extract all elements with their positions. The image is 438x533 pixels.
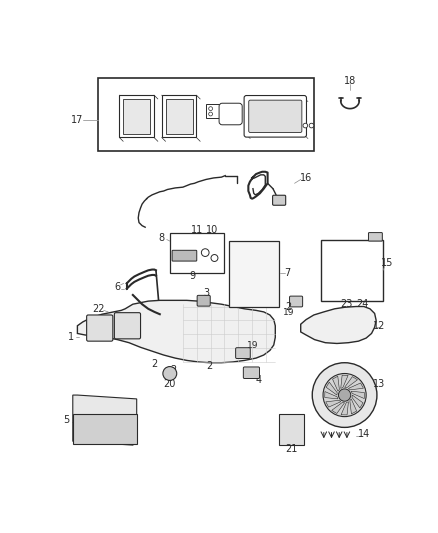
Text: 12: 12	[373, 321, 385, 331]
Circle shape	[323, 374, 366, 417]
Text: 16: 16	[300, 173, 312, 183]
Polygon shape	[341, 402, 349, 415]
Polygon shape	[73, 395, 137, 445]
Circle shape	[163, 367, 177, 381]
Bar	[321, 239, 383, 301]
Polygon shape	[349, 383, 364, 390]
Text: 7: 7	[284, 269, 290, 278]
Polygon shape	[332, 376, 339, 391]
Text: 9: 9	[190, 271, 196, 281]
FancyBboxPatch shape	[114, 313, 141, 339]
Circle shape	[208, 107, 212, 110]
Text: 5: 5	[64, 415, 70, 425]
Polygon shape	[326, 400, 341, 407]
Text: 15: 15	[381, 257, 393, 268]
Text: 23: 23	[341, 299, 353, 309]
Text: 3: 3	[204, 288, 210, 298]
Bar	[170, 233, 224, 273]
FancyBboxPatch shape	[244, 95, 307, 137]
FancyBboxPatch shape	[172, 251, 197, 261]
FancyBboxPatch shape	[236, 348, 250, 359]
PathPatch shape	[301, 306, 376, 343]
Bar	[166, 99, 193, 134]
Polygon shape	[332, 402, 345, 414]
Bar	[123, 99, 150, 134]
Circle shape	[303, 123, 307, 128]
Circle shape	[339, 389, 351, 401]
Circle shape	[208, 112, 212, 116]
Text: 19: 19	[247, 341, 259, 350]
Text: 19: 19	[283, 308, 294, 317]
Text: 24: 24	[356, 299, 368, 309]
Text: 2: 2	[207, 361, 213, 371]
Text: 11: 11	[191, 224, 203, 235]
Text: 2: 2	[285, 302, 292, 312]
Polygon shape	[326, 382, 337, 395]
Text: 20: 20	[164, 378, 176, 389]
Text: 18: 18	[344, 76, 356, 86]
Text: 2: 2	[170, 366, 176, 375]
Bar	[206, 104, 220, 118]
Text: 21: 21	[285, 444, 298, 454]
Bar	[73, 414, 137, 443]
Polygon shape	[325, 392, 338, 399]
Text: 6: 6	[114, 282, 120, 292]
Bar	[98, 78, 314, 151]
Text: 10: 10	[206, 224, 218, 235]
Bar	[229, 241, 279, 306]
Circle shape	[312, 363, 377, 427]
Text: 14: 14	[358, 429, 370, 439]
Text: 1: 1	[68, 332, 74, 342]
PathPatch shape	[78, 301, 276, 363]
Polygon shape	[350, 399, 357, 414]
FancyBboxPatch shape	[244, 367, 259, 378]
Bar	[162, 95, 196, 138]
Polygon shape	[351, 391, 364, 399]
Polygon shape	[352, 395, 363, 408]
FancyBboxPatch shape	[197, 295, 210, 306]
FancyBboxPatch shape	[272, 195, 286, 205]
Polygon shape	[341, 375, 348, 389]
FancyBboxPatch shape	[219, 103, 242, 125]
Text: 8: 8	[158, 233, 164, 243]
Bar	[279, 414, 304, 445]
Circle shape	[211, 255, 218, 262]
Polygon shape	[345, 377, 357, 387]
Circle shape	[201, 249, 209, 256]
Text: 4: 4	[255, 375, 261, 385]
FancyBboxPatch shape	[249, 100, 302, 133]
FancyBboxPatch shape	[87, 315, 113, 341]
Bar	[120, 95, 154, 138]
Text: 17: 17	[71, 115, 84, 125]
FancyBboxPatch shape	[368, 232, 382, 241]
FancyBboxPatch shape	[290, 296, 303, 307]
Text: 22: 22	[92, 304, 104, 314]
Text: 2: 2	[151, 359, 158, 369]
Circle shape	[309, 123, 314, 128]
Text: 13: 13	[373, 378, 385, 389]
